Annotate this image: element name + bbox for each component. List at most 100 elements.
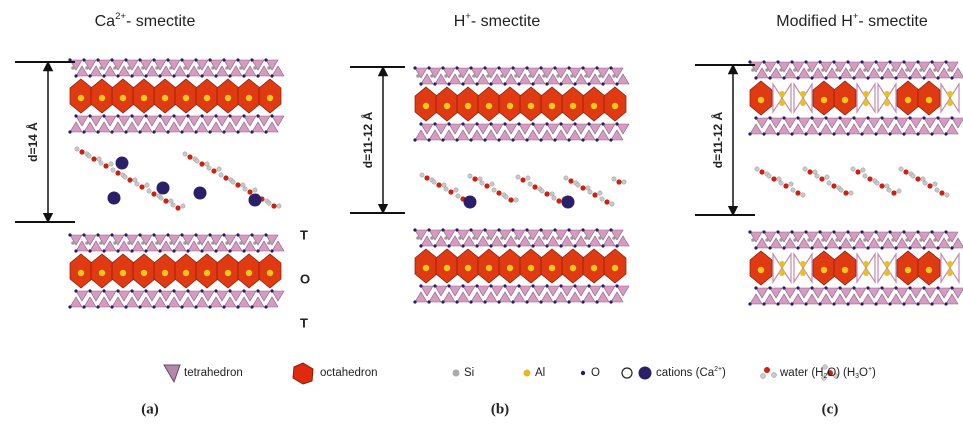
oxygen: [511, 300, 514, 303]
water-o: [199, 161, 204, 166]
oxygen: [250, 233, 253, 236]
aluminum: [821, 97, 827, 103]
water-h: [147, 189, 151, 193]
oxygen: [916, 302, 919, 305]
aluminum: [246, 270, 252, 276]
aluminum: [612, 265, 618, 271]
oxygen: [158, 114, 161, 117]
oxygen: [166, 233, 169, 236]
silicon: [267, 66, 271, 70]
water-h: [111, 168, 115, 172]
spacing-label: d=11-12 Å: [360, 111, 375, 168]
oxygen: [497, 66, 500, 69]
oxygen: [503, 244, 506, 247]
water-o: [580, 185, 585, 190]
aluminum: [507, 265, 513, 271]
water-o: [247, 189, 252, 194]
oxygen: [936, 76, 939, 79]
oxygen: [902, 60, 905, 63]
silicon: [570, 236, 574, 240]
oxygen: [413, 66, 416, 69]
silicon: [905, 68, 909, 72]
oxygen: [68, 305, 71, 308]
oxygen: [545, 122, 548, 125]
oxygen: [587, 284, 590, 287]
oxygen: [609, 138, 612, 141]
aluminum: [863, 91, 869, 97]
silicon: [835, 68, 839, 72]
oxygen: [413, 138, 416, 141]
silicon: [556, 74, 560, 78]
oxygen: [138, 233, 141, 236]
oxygen: [804, 60, 807, 63]
text-part: water (H: [779, 367, 823, 379]
oxygen: [427, 66, 430, 69]
oxygen: [525, 300, 528, 303]
water-o: [771, 176, 776, 181]
oxygen: [130, 249, 133, 252]
oxygen: [116, 289, 119, 292]
text-part: Si: [464, 367, 474, 379]
oxygen: [595, 138, 598, 141]
aluminum: [465, 103, 471, 109]
oxygen: [902, 302, 905, 305]
oxygen: [804, 132, 807, 135]
oxygen: [810, 76, 813, 79]
oxygen: [880, 286, 883, 289]
silicon: [169, 66, 173, 70]
water-h: [935, 188, 939, 192]
oxygen: [936, 286, 939, 289]
legend-label: water (H2O): [779, 367, 840, 380]
oxygen: [790, 132, 793, 135]
aluminum: [141, 270, 147, 276]
oxygen: [545, 244, 548, 247]
supscript: 2+: [714, 366, 722, 373]
silicon: [807, 68, 811, 72]
oxygen: [124, 305, 127, 308]
oxygen: [567, 300, 570, 303]
water-o: [91, 156, 96, 161]
water-o: [879, 183, 884, 188]
oxygen: [860, 230, 863, 233]
water-h: [159, 196, 163, 200]
silicon: [155, 241, 159, 245]
open-tetra: [773, 254, 791, 282]
oxygen: [782, 76, 785, 79]
oxygen: [748, 132, 751, 135]
oxygen: [433, 284, 436, 287]
oxygen: [818, 302, 821, 305]
water-o: [795, 190, 800, 195]
oxygen: [200, 74, 203, 77]
silicon: [416, 74, 420, 78]
silicon: [444, 74, 448, 78]
water-h: [478, 177, 482, 181]
oxygen: [595, 300, 598, 303]
oxygen: [587, 244, 590, 247]
silicon: [127, 66, 131, 70]
water-o: [807, 169, 812, 174]
silicon: [486, 236, 490, 240]
oxygen: [74, 249, 77, 252]
water-h: [456, 194, 460, 198]
water-h: [803, 167, 807, 171]
spacing-label: d=11-12 Å: [710, 111, 725, 168]
silicon: [416, 236, 420, 240]
oxygen: [200, 289, 203, 292]
silicon: [197, 66, 201, 70]
silicon: [947, 238, 951, 242]
oxygen: [846, 60, 849, 63]
oxygen: [242, 114, 245, 117]
silicon: [225, 241, 229, 245]
water-o: [424, 175, 429, 180]
oxygen: [525, 228, 528, 231]
oxygen: [88, 289, 91, 292]
aluminum: [947, 91, 953, 97]
oxygen: [944, 132, 947, 135]
oxygen: [559, 244, 562, 247]
oxygen: [615, 122, 618, 125]
oxygen: [256, 74, 259, 77]
legend-label: cations (Ca2+): [656, 366, 726, 379]
oxygen: [595, 228, 598, 231]
water-h: [468, 174, 472, 178]
text-part: tetrahedron: [184, 367, 243, 379]
